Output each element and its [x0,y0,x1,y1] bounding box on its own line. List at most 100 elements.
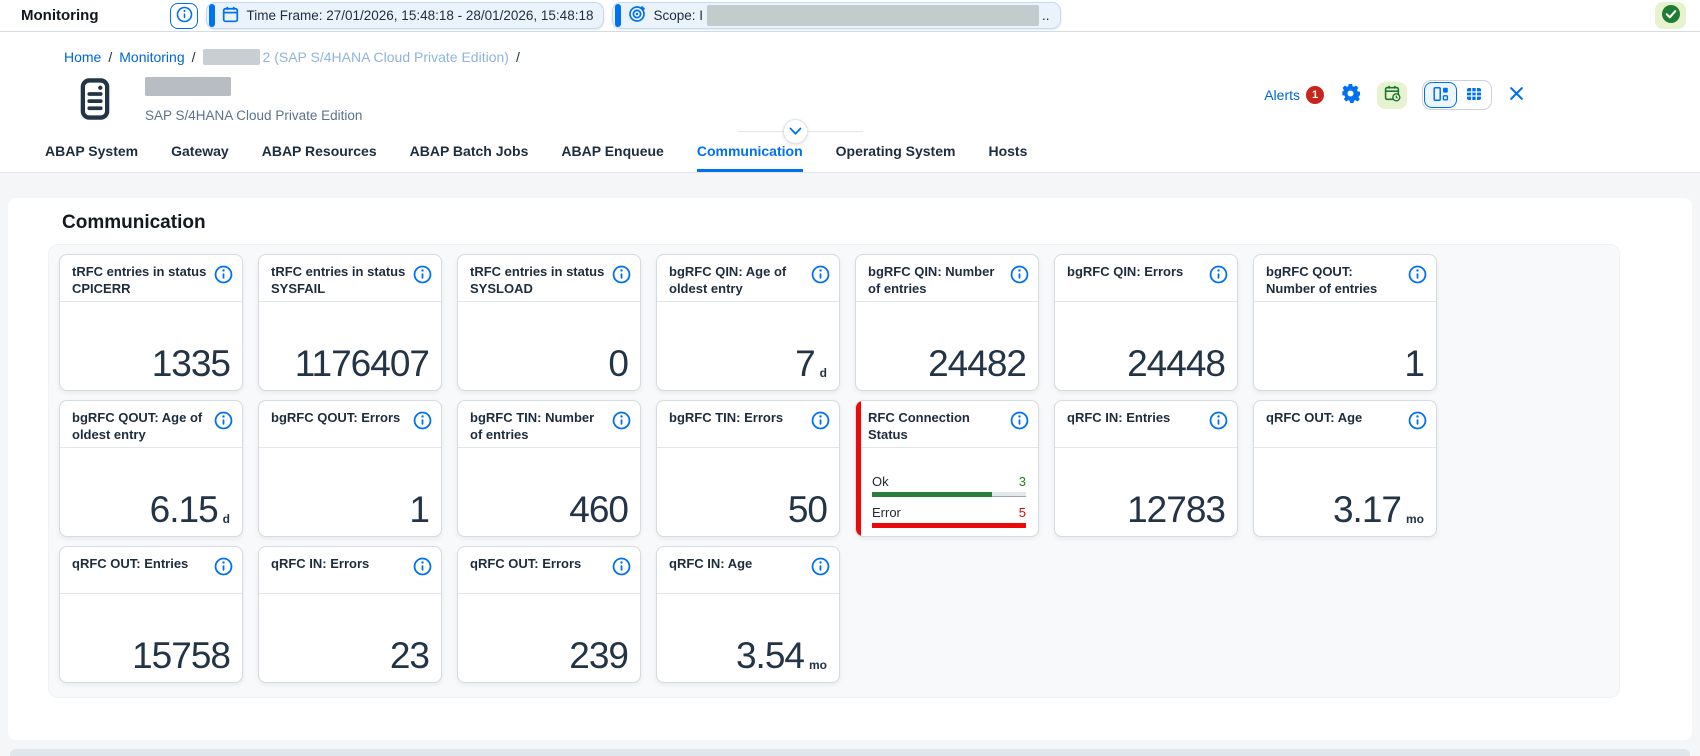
breadcrumb-system-link[interactable]: 2 (SAP S/4HANA Cloud Private Edition) [262,49,509,65]
tab-abap-batch-jobs[interactable]: ABAP Batch Jobs [409,143,529,159]
page-info-button[interactable] [170,2,199,29]
info-icon[interactable] [811,557,830,593]
tab-operating-system[interactable]: Operating System [835,143,956,159]
kpi-tile[interactable]: qRFC IN: Entries 12783 [1054,400,1238,537]
status-value: 5 [1018,505,1026,520]
info-icon[interactable] [1408,411,1427,447]
header-actions: Alerts 1 [1264,80,1526,110]
breadcrumb-home-link[interactable]: Home [64,49,102,65]
tile-unit: mo [809,658,827,672]
status-tile[interactable]: RFC Connection Status Ok 3 Error 5 [855,400,1039,537]
info-icon[interactable] [214,557,233,593]
kpi-tile[interactable]: bgRFC TIN: Errors 50 [656,400,840,537]
breadcrumb-separator: / [108,49,113,65]
breadcrumb: Home / Monitoring / 2 (SAP S/4HANA Cloud… [64,49,1700,65]
chevron-down-icon [789,124,802,139]
info-icon[interactable] [612,411,631,447]
close-button[interactable] [1507,84,1526,106]
status-row: Ok 3 [872,474,1026,497]
card-view-button[interactable] [1424,82,1457,108]
grid-icon [1466,86,1482,105]
time-frame-label: Time Frame: 27/01/2026, 15:48:18 - 28/01… [246,8,594,23]
tile-value: 24482 [928,343,1027,384]
settings-button[interactable] [1339,82,1362,108]
breadcrumb-monitoring-link[interactable]: Monitoring [119,49,185,65]
info-icon[interactable] [1010,411,1029,447]
info-icon[interactable] [1408,265,1427,301]
tile-title: bgRFC QOUT: Number of entries [1266,264,1378,296]
redacted-scope-value [707,5,1040,26]
kpi-tile[interactable]: bgRFC QOUT: Age of oldest entry 6.15 d [59,400,243,537]
breadcrumb-separator: / [191,49,196,65]
tile-title: qRFC IN: Errors [271,556,370,571]
kpi-tile[interactable]: bgRFC QIN: Errors 24448 [1054,254,1238,391]
tile-value: 0 [608,343,629,384]
status-bar [872,492,1026,497]
tab-abap-system[interactable]: ABAP System [45,143,139,159]
info-icon[interactable] [214,411,233,447]
tab-gateway[interactable]: Gateway [171,143,229,159]
breadcrumb-separator: / [515,49,520,65]
grid-view-button[interactable] [1457,82,1490,108]
kpi-tile[interactable]: qRFC OUT: Errors 239 [457,546,641,683]
kpi-tile[interactable]: bgRFC QIN: Age of oldest entry 7 d [656,254,840,391]
info-icon[interactable] [612,265,631,301]
view-switch [1422,80,1492,110]
tile-title: bgRFC TIN: Number of entries [470,410,595,442]
status-label: Error [872,505,901,520]
info-icon[interactable] [612,557,631,593]
alerts-link[interactable]: Alerts 1 [1264,86,1324,104]
tile-unit: mo [1406,512,1424,526]
scope-label: Scope: I [653,8,704,23]
tab-abap-resources[interactable]: ABAP Resources [261,143,377,159]
kpi-tile[interactable]: bgRFC TIN: Number of entries 460 [457,400,641,537]
kpi-tile[interactable]: tRFC entries in status SYSLOAD 0 [457,254,641,391]
tile-title: bgRFC QOUT: Age of oldest entry [72,410,203,442]
info-icon[interactable] [413,411,432,447]
tile-title: bgRFC TIN: Errors [669,410,784,425]
tile-value: 6.15 [149,489,219,530]
next-section-edge [10,749,1690,756]
communication-section: Communication tRFC entries in status CPI… [8,198,1692,740]
info-icon [176,6,193,26]
kpi-tile[interactable]: tRFC entries in status SYSFAIL 1176407 [258,254,442,391]
collapse-header-button[interactable] [783,119,808,144]
page-title: Monitoring [21,7,99,24]
tab-communication[interactable]: Communication [696,141,803,172]
info-icon[interactable] [413,265,432,301]
tile-value: 15758 [132,635,231,676]
tile-value: 24448 [1127,343,1226,384]
scope-target-icon [628,5,653,26]
kpi-tile[interactable]: bgRFC QOUT: Number of entries 1 [1253,254,1437,391]
tile-title: tRFC entries in status SYSFAIL [271,264,406,296]
tile-title: qRFC IN: Entries [1067,410,1171,425]
info-icon[interactable] [214,265,233,301]
kpi-tile[interactable]: bgRFC QIN: Number of entries 24482 [855,254,1039,391]
tile-value: 1176407 [294,343,430,384]
info-icon[interactable] [811,411,830,447]
tile-title: qRFC OUT: Errors [470,556,582,571]
scope-chip[interactable]: Scope: I .. [612,2,1061,29]
alerts-count-badge: 1 [1306,86,1324,104]
info-icon[interactable] [413,557,432,593]
tab-hosts[interactable]: Hosts [988,143,1028,159]
kpi-tile[interactable]: qRFC OUT: Age 3.17 mo [1253,400,1437,537]
kpi-tile[interactable]: bgRFC QOUT: Errors 1 [258,400,442,537]
info-icon[interactable] [1010,265,1029,301]
system-status-ok-button[interactable] [1655,2,1686,29]
info-icon[interactable] [811,265,830,301]
kpi-tile[interactable]: qRFC IN: Age 3.54 mo [656,546,840,683]
calendar-icon [222,6,246,26]
scheduled-check-button[interactable] [1377,81,1407,109]
kpi-tile[interactable]: tRFC entries in status CPICERR 1335 [59,254,243,391]
tab-strip: ABAP System Gateway ABAP Resources ABAP Bat… [0,141,1700,173]
info-icon[interactable] [1209,265,1228,301]
kpi-tile[interactable]: qRFC IN: Errors 23 [258,546,442,683]
info-icon[interactable] [1209,411,1228,447]
time-frame-chip[interactable]: Time Frame: 27/01/2026, 15:48:18 - 28/01… [206,2,605,29]
kpi-tile[interactable]: qRFC OUT: Entries 15758 [59,546,243,683]
redacted-system-title [145,77,231,96]
redacted-system-name [202,49,260,65]
tab-abap-enqueue[interactable]: ABAP Enqueue [561,143,664,159]
tile-value: 239 [569,635,629,676]
